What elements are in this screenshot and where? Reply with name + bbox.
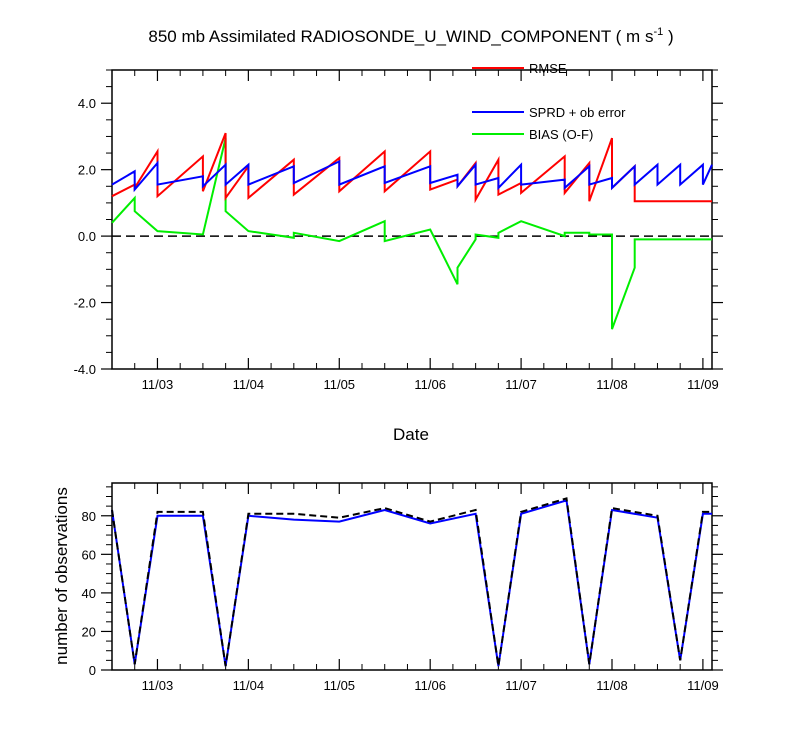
x-tick-label: 11/09 [687,377,719,392]
plot-frame [111,482,713,671]
y-tick-label: 0 [89,663,96,678]
y-tick-label: 2.0 [78,163,96,178]
top-x-axis-title: Date [393,425,429,444]
x-tick-label: 11/09 [687,678,719,693]
title-suffix: ) [663,27,673,46]
top-plot: 11/03 11/04 11/05 11/06 11/07 11/08 11/09 -4.0 -… [74,69,723,392]
series-line-observations-used [111,499,712,667]
legend-label-rmse: RMSE [529,61,567,76]
y-tick-label: 4.0 [78,96,96,111]
x-tick-label: 11/03 [142,377,174,392]
y-tick-label: 40 [82,586,96,601]
y-tick-label: 20 [82,624,96,639]
x-tick-label: 11/03 [142,678,174,693]
series-line-observations-available [111,497,712,667]
y-tick-label: -4.0 [74,362,96,377]
x-tick-label: 11/04 [233,377,265,392]
x-tick-label: 11/07 [505,377,537,392]
legend-label-bias: BIAS (O-F) [529,127,593,142]
top-chart-title: 850 mb Assimilated RADIOSONDE_U_WIND_COM… [148,26,673,46]
series-line-rmse [111,132,712,204]
y-tick-label: -2.0 [74,296,96,311]
x-tick-label: 11/04 [233,678,265,693]
bottom-plot: 11/03 11/04 11/05 11/06 11/07 11/08 11/09 0 20 40… [82,482,723,693]
x-tick-label: 11/08 [596,678,628,693]
x-tick-label: 11/05 [323,678,355,693]
x-tick-label: 11/06 [414,678,446,693]
legend: RMSE SPRD + ob error BIAS (O-F) [472,61,626,142]
x-tick-label: 11/05 [323,377,355,392]
x-tick-label: 11/07 [505,678,537,693]
x-tick-label: 11/08 [596,377,628,392]
series-line-sprd-ob-error [111,159,713,193]
y-tick-label: 60 [82,547,96,562]
legend-label-sprd: SPRD + ob error [529,105,626,120]
title-superscript: -1 [653,26,663,38]
y-tick-label: 80 [82,509,96,524]
y-tick-label: 0.0 [78,229,96,244]
bottom-y-axis-title: number of observations [52,487,71,665]
x-tick-label: 11/06 [414,377,446,392]
